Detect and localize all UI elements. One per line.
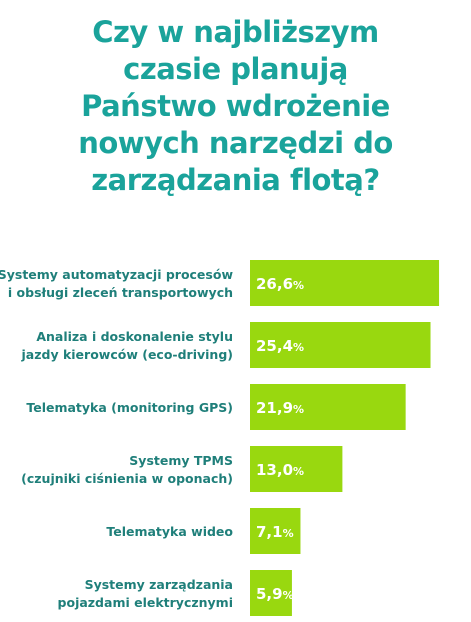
category-label: Systemy zarządzania bbox=[85, 577, 233, 592]
title-line: nowych narzędzi do bbox=[78, 126, 393, 160]
title-line: Czy w najbliższym bbox=[92, 15, 379, 49]
category-label: pojazdami elektrycznymi bbox=[58, 595, 233, 610]
bar-value-label: 25,4% bbox=[256, 337, 304, 355]
bar-value-label: 26,6% bbox=[256, 275, 304, 293]
bar bbox=[250, 384, 406, 430]
bar bbox=[250, 322, 431, 368]
category-label: Analiza i doskonalenie stylu bbox=[36, 329, 233, 344]
bar bbox=[250, 260, 440, 306]
category-label: i obsługi zleceń transportowych bbox=[8, 285, 233, 300]
bar-value-label: 13,0% bbox=[256, 461, 304, 479]
category-label: Systemy TPMS bbox=[129, 453, 233, 468]
bar bbox=[250, 570, 292, 616]
title-line: czasie planują bbox=[123, 52, 348, 86]
title-line: zarządzania flotą? bbox=[91, 163, 380, 197]
bar-value-label: 21,9% bbox=[256, 399, 304, 417]
category-label: (czujniki ciśnienia w oponach) bbox=[21, 471, 233, 486]
category-label: Systemy automatyzacji procesów bbox=[0, 267, 233, 282]
category-label: Telematyka wideo bbox=[106, 524, 233, 539]
bar bbox=[250, 508, 301, 554]
category-label: Telematyka (monitoring GPS) bbox=[26, 400, 233, 415]
title-line: Państwo wdrożenie bbox=[81, 89, 390, 123]
bar bbox=[250, 446, 343, 492]
bar-value-label: 5,9% bbox=[256, 585, 294, 603]
bar-value-label: 7,1% bbox=[256, 523, 294, 541]
category-label: jazdy kierowców (eco-driving) bbox=[21, 347, 233, 362]
chart-title: Czy w najbliższym czasie planują Państwo… bbox=[0, 14, 471, 199]
